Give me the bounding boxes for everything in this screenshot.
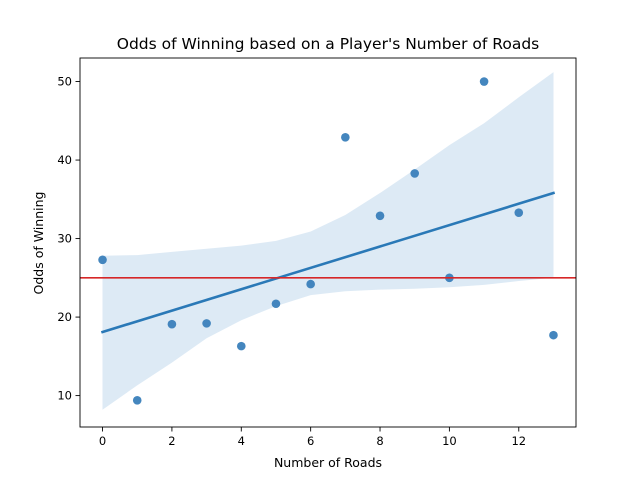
x-tick-label: 10 (442, 434, 457, 448)
data-point (167, 319, 177, 329)
data-point (410, 169, 420, 178)
y-tick-label: 40 (57, 153, 72, 167)
y-tick-label: 30 (57, 232, 72, 246)
x-tick-label: 4 (238, 434, 245, 448)
chart-title: Odds of Winning based on a Player's Numb… (117, 35, 539, 53)
x-tick-label: 12 (511, 434, 526, 448)
x-tick-label: 0 (99, 434, 106, 448)
x-tick-label: 6 (307, 434, 314, 448)
data-point (306, 279, 315, 289)
x-tick-label: 2 (168, 434, 175, 448)
data-point (375, 211, 385, 221)
axes-frame (79, 57, 577, 428)
y-tick-label: 20 (57, 310, 72, 324)
y-tick-label: 10 (57, 389, 72, 403)
y-tick-label: 50 (57, 75, 72, 89)
data-point (479, 77, 489, 86)
confidence-band (102, 72, 554, 410)
data-point (236, 341, 246, 351)
data-point (514, 208, 524, 217)
data-point (132, 396, 142, 405)
data-point (549, 330, 558, 340)
data-point (271, 299, 281, 309)
x-tick-label: 8 (376, 434, 383, 448)
y-axis-label: Odds of Winning (31, 192, 46, 295)
data-point (341, 132, 350, 142)
data-point (202, 319, 211, 328)
x-axis-label: Number of Roads (274, 455, 382, 470)
data-point (98, 255, 107, 265)
regression-line (100, 191, 556, 334)
